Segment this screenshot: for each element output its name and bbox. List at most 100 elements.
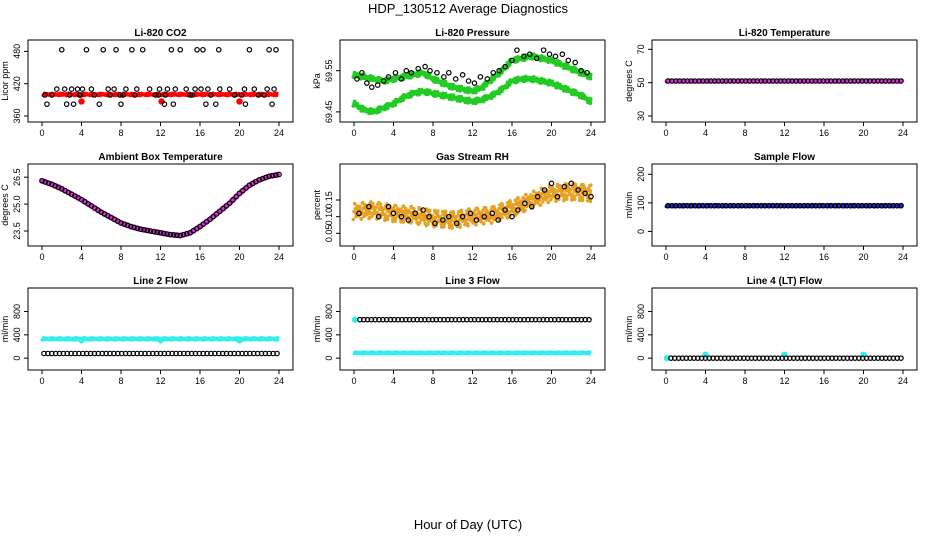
x-tick-label: 16 [195, 128, 205, 138]
y-tick-label: 100 [636, 195, 646, 210]
y-tick-label: 69.45 [324, 101, 334, 124]
y-tick-label: 0 [12, 356, 22, 361]
data-point [500, 203, 505, 208]
data-point [552, 53, 559, 60]
data-point [96, 101, 103, 107]
y-tick-label: 0.05 [324, 225, 334, 243]
data-point [540, 47, 547, 53]
data-point [559, 51, 566, 58]
x-tick-label: 0 [351, 252, 356, 262]
y-tick-label: 800 [324, 304, 334, 319]
data-point [475, 206, 480, 211]
data-point [352, 201, 357, 206]
data-point [442, 222, 447, 227]
data-point [465, 78, 472, 84]
panel-title: Li-820 Temperature [739, 28, 831, 39]
data-point [113, 46, 119, 53]
data-point [368, 84, 375, 90]
panel-title: Line 3 Flow [445, 276, 500, 287]
x-tick-label: 0 [351, 128, 356, 138]
data-point [236, 98, 243, 105]
x-tick-label: 12 [779, 128, 789, 138]
data-point [434, 69, 440, 76]
y-tick-label: 0 [324, 356, 334, 361]
y-tick-label: 400 [12, 327, 22, 342]
series-0 [352, 350, 592, 356]
data-point [588, 97, 593, 101]
x-tick-label: 24 [586, 376, 596, 386]
data-point [54, 86, 60, 92]
data-point [540, 199, 545, 204]
x-tick-label: 8 [118, 252, 123, 262]
data-point [401, 204, 406, 208]
data-point [548, 197, 553, 202]
data-point [588, 189, 593, 193]
data-point [266, 46, 272, 53]
data-point [79, 86, 86, 92]
data-point [417, 220, 422, 225]
data-point [441, 74, 447, 80]
y-tick-label: 69.55 [324, 59, 334, 82]
x-tick-label: 4 [703, 252, 708, 262]
data-point [500, 215, 504, 220]
data-point [450, 223, 454, 228]
data-point [516, 196, 520, 201]
x-tick-label: 0 [39, 252, 44, 262]
data-point [63, 101, 70, 107]
y-tick-label: 480 [12, 44, 22, 59]
data-point [422, 212, 427, 216]
data-point [459, 210, 464, 214]
data-point [548, 180, 555, 187]
data-point [435, 212, 440, 216]
data-point [203, 101, 209, 107]
x-tick-label: 0 [663, 252, 668, 262]
x-tick-label: 16 [819, 128, 829, 138]
panel-title: Line 2 Flow [133, 276, 188, 287]
data-point [432, 208, 437, 213]
data-point [538, 203, 543, 207]
data-point [359, 217, 363, 221]
data-point [364, 80, 370, 86]
y-tick-label: 360 [12, 108, 22, 123]
data-point [523, 192, 528, 197]
x-tick-label: 24 [274, 252, 284, 262]
panel-title: Li-820 Pressure [435, 28, 510, 39]
series-0 [351, 181, 593, 230]
data-point [427, 67, 433, 74]
data-point [452, 76, 459, 82]
data-point [477, 74, 484, 80]
data-point [88, 86, 95, 92]
x-tick-label: 0 [663, 128, 668, 138]
data-point [70, 101, 77, 107]
data-point [111, 86, 117, 92]
x-tick-label: 12 [779, 252, 789, 262]
y-tick-label: 400 [324, 327, 334, 342]
series-2 [41, 350, 280, 357]
y-tick-label: 0 [636, 229, 646, 234]
data-point [134, 86, 140, 92]
x-tick-label: 4 [79, 252, 84, 262]
data-point [44, 101, 50, 107]
data-point [213, 101, 219, 107]
x-tick-label: 0 [351, 376, 356, 386]
data-point [374, 205, 379, 210]
x-tick-label: 4 [391, 252, 396, 262]
data-point [529, 200, 534, 205]
x-tick-label: 24 [586, 128, 596, 138]
data-point [546, 200, 551, 205]
x-tick-label: 20 [546, 128, 556, 138]
data-point [100, 46, 107, 53]
data-point [105, 86, 111, 92]
y-axis-label: ml/min [624, 192, 634, 219]
data-point [200, 46, 206, 53]
x-tick-label: 20 [546, 252, 556, 262]
main-title: HDP_130512 Average Diagnostics [368, 1, 568, 16]
x-tick-label: 16 [819, 252, 829, 262]
x-tick-label: 16 [195, 252, 205, 262]
data-point [412, 206, 416, 211]
